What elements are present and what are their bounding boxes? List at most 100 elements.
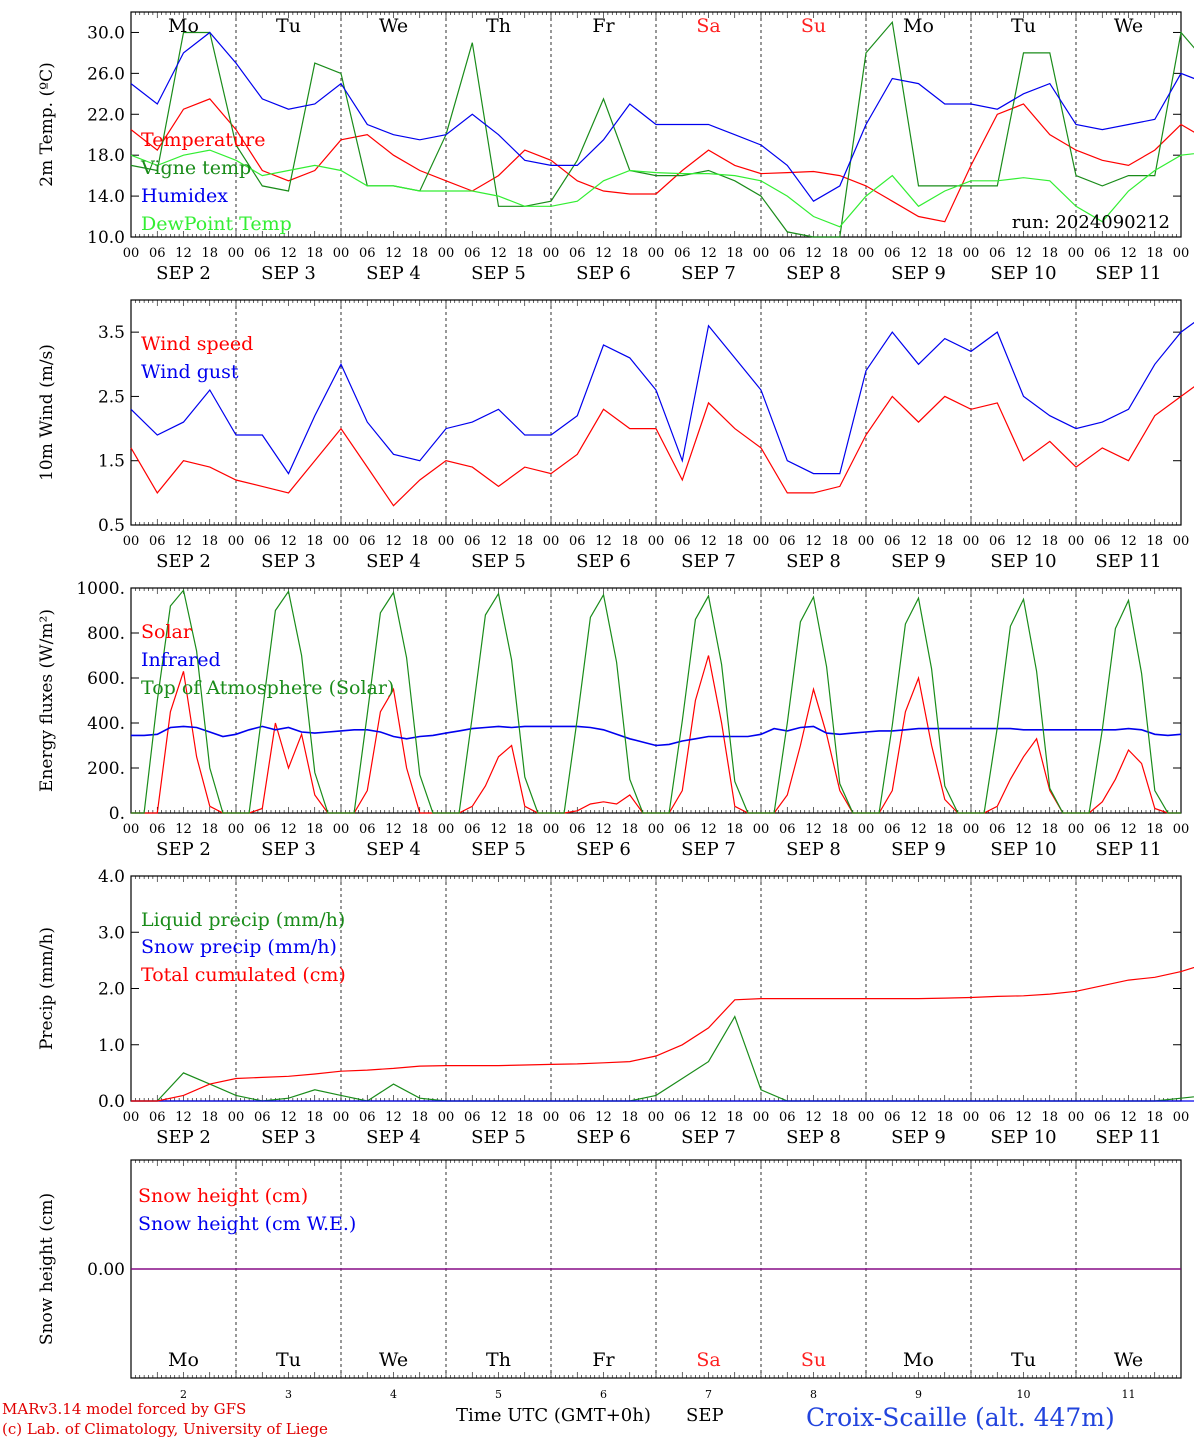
x-hour-label: 06 <box>674 246 691 261</box>
x-hour-label: 00 <box>1173 534 1190 549</box>
x-hour-label: 12 <box>805 822 822 837</box>
x-date-label: SEP 4 <box>366 839 421 860</box>
x-hour-label: 12 <box>280 822 297 837</box>
x-hour-label: 00 <box>963 246 980 261</box>
y-tick-label: 26.0 <box>87 64 125 84</box>
x-hour-label: 12 <box>385 534 402 549</box>
x-date-label: SEP 6 <box>576 263 631 284</box>
x-axis-month: SEP <box>686 1405 724 1426</box>
x-hour-label: 06 <box>674 822 691 837</box>
x-hour-label: 00 <box>123 822 140 837</box>
x-hour-label: 18 <box>516 246 533 261</box>
day-label-bottom: Tu <box>276 1349 301 1371</box>
x-date-label: SEP 8 <box>786 263 841 284</box>
x-hour-label: 00 <box>1173 822 1190 837</box>
legend-entry: Liquid precip (mm/h) <box>141 909 345 931</box>
day-label-bottom: Tu <box>1011 1349 1036 1371</box>
x-hour-label: 06 <box>254 534 271 549</box>
series-line-2 <box>131 725 1182 747</box>
x-hour-label: 00 <box>123 246 140 261</box>
series-line-3 <box>131 588 1181 814</box>
x-hour-label: 18 <box>306 1110 323 1125</box>
x-hour-label: 18 <box>831 1110 848 1125</box>
y-tick-label: 1.0 <box>98 1036 125 1056</box>
x-hour-label: 00 <box>123 534 140 549</box>
x-date-label: SEP 11 <box>1095 1127 1161 1148</box>
x-hour-label: 18 <box>411 1110 428 1125</box>
y-tick-label: 200. <box>87 759 125 779</box>
legend-entry: Vigne temp <box>140 157 251 179</box>
day-label-bottom: Mo <box>168 1349 199 1371</box>
x-hour-label: 06 <box>1094 1110 1111 1125</box>
x-hour-label: 18 <box>1146 1110 1163 1125</box>
x-date-label: SEP 5 <box>471 1127 526 1148</box>
x-hour-label: 06 <box>254 822 271 837</box>
x-hour-label: 18 <box>936 246 953 261</box>
x-hour-label: 06 <box>359 1110 376 1125</box>
x-hour-label: 12 <box>1015 246 1032 261</box>
y-tick-label: 2.5 <box>98 387 125 407</box>
legend-entry: Humidex <box>141 185 228 207</box>
x-hour-label: 06 <box>1094 822 1111 837</box>
x-hour-label: 18 <box>621 822 638 837</box>
x-hour-label: 06 <box>464 534 481 549</box>
y-tick-label: 18.0 <box>87 146 125 166</box>
x-date-label: SEP 6 <box>576 551 631 572</box>
y-axis-label: Snow height (cm) <box>37 1193 57 1345</box>
x-hour-label: 00 <box>753 822 770 837</box>
x-hour-label: 12 <box>280 1110 297 1125</box>
x-hour-label: 12 <box>385 246 402 261</box>
x-date-label: SEP 4 <box>366 551 421 572</box>
day-label-top: Su <box>801 15 826 37</box>
x-hour-label: 06 <box>149 822 166 837</box>
x-date-label: SEP 3 <box>261 263 316 284</box>
x-date-label: SEP 2 <box>156 839 211 860</box>
day-label-bottom: Th <box>486 1349 511 1371</box>
legend-entry: Infrared <box>141 649 221 671</box>
legend-entry: Wind gust <box>141 361 239 383</box>
x-hour-label: 00 <box>858 246 875 261</box>
x-date-label: SEP 9 <box>891 263 946 284</box>
x-hour-label: 00 <box>1068 1110 1085 1125</box>
x-hour-label: 12 <box>1120 1110 1137 1125</box>
panel-2: 0.5 1.5 2.5 3.5 10m Wind (m/s) Wind speed Wind… <box>37 299 1194 572</box>
legend-entry: Wind speed <box>141 333 253 355</box>
x-date-label: SEP 6 <box>576 1127 631 1148</box>
x-hour-label: 00 <box>543 246 560 261</box>
x-hour-label: 18 <box>516 534 533 549</box>
x-hour-label: 06 <box>149 534 166 549</box>
x-hour-label: 06 <box>254 246 271 261</box>
y-axis-label: Precip (mm/h) <box>37 927 57 1050</box>
x-hour-label: 00 <box>438 1110 455 1125</box>
y-tick-label: 400. <box>87 714 125 734</box>
x-hour-label: 18 <box>621 246 638 261</box>
x-hour-label: 00 <box>228 822 245 837</box>
x-hour-label: 18 <box>411 534 428 549</box>
y-tick-label: 22.0 <box>87 105 125 125</box>
x-hour-label: 06 <box>569 822 586 837</box>
x-hour-label: 06 <box>464 1110 481 1125</box>
x-date-label: SEP 10 <box>990 1127 1056 1148</box>
x-hour-label: 12 <box>595 822 612 837</box>
x-hour-label: 00 <box>648 822 665 837</box>
x-date-label: SEP 2 <box>156 1127 211 1148</box>
panel-4: 0.0 1.0 2.0 3.0 4.0 Precip (mm/h) Liquid preci… <box>37 867 1194 1148</box>
x-hour-label: 06 <box>674 534 691 549</box>
x-hour-label: 00 <box>1173 246 1190 261</box>
x-hour-label: 12 <box>805 1110 822 1125</box>
x-hour-label: 18 <box>726 1110 743 1125</box>
x-hour-label: 06 <box>989 534 1006 549</box>
x-date-label: SEP 7 <box>681 839 736 860</box>
x-hour-label: 12 <box>805 534 822 549</box>
x-hour-label: 06 <box>989 822 1006 837</box>
x-hour-label: 06 <box>464 822 481 837</box>
legend-entry: Snow precip (mm/h) <box>141 936 337 958</box>
x-hour-label: 12 <box>490 534 507 549</box>
x-hour-label: 06 <box>779 1110 796 1125</box>
x-hour-label: 12 <box>1120 822 1137 837</box>
y-tick-label: 1.5 <box>98 452 125 472</box>
x-hour-label: 00 <box>123 1110 140 1125</box>
x-hour-label: 18 <box>936 822 953 837</box>
x-hour-label: 00 <box>963 822 980 837</box>
x-hour-label: 00 <box>753 246 770 261</box>
